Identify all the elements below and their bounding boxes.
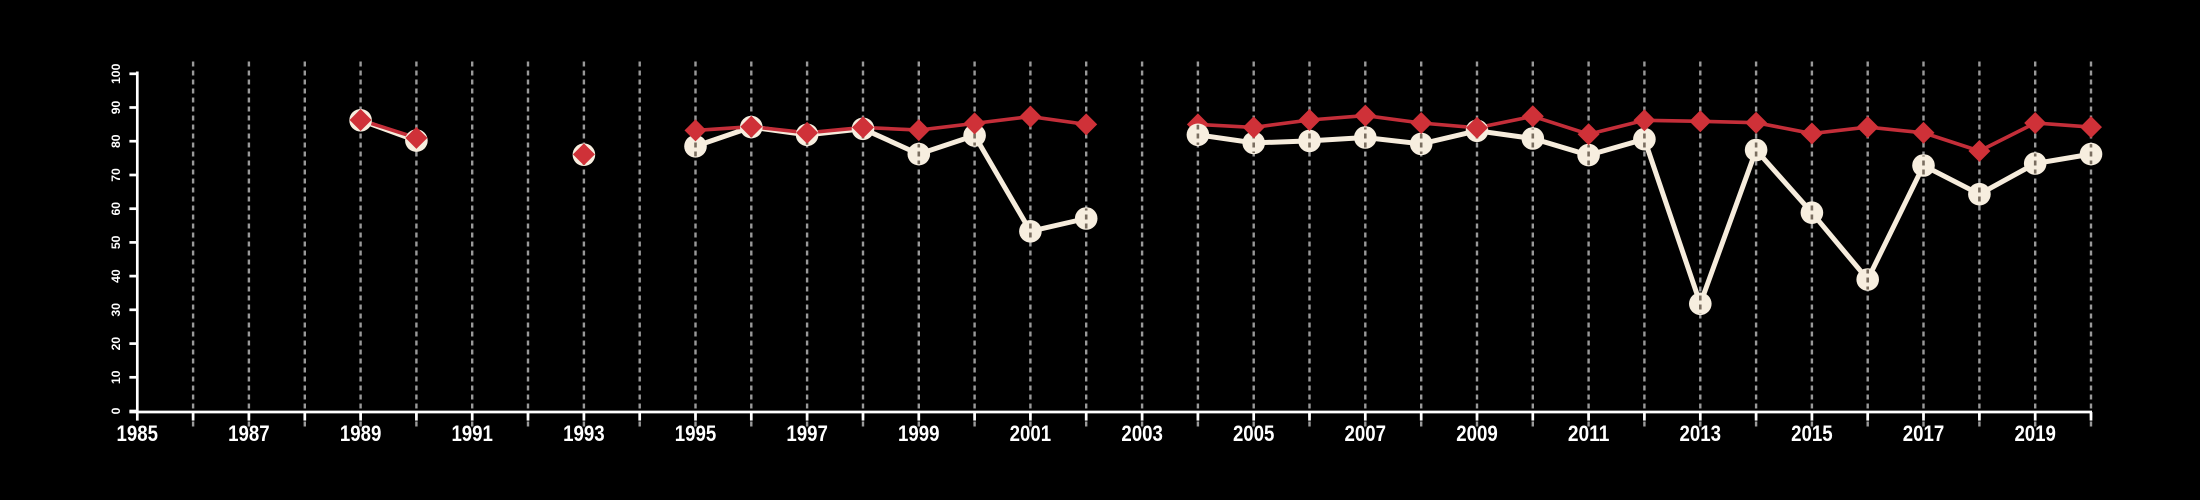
svg-text:1995: 1995 — [675, 421, 717, 446]
svg-text:80: 80 — [109, 134, 123, 148]
svg-text:10: 10 — [109, 370, 123, 384]
svg-text:2013: 2013 — [1680, 421, 1722, 446]
svg-text:1999: 1999 — [898, 421, 940, 446]
svg-text:1991: 1991 — [451, 421, 493, 446]
svg-text:70: 70 — [109, 168, 123, 182]
svg-text:100: 100 — [109, 63, 123, 84]
svg-text:1989: 1989 — [340, 421, 382, 446]
svg-text:20: 20 — [109, 337, 123, 351]
svg-text:50: 50 — [109, 235, 123, 249]
svg-text:2003: 2003 — [1121, 421, 1163, 446]
svg-text:90: 90 — [109, 101, 123, 115]
svg-text:2011: 2011 — [1568, 421, 1610, 446]
svg-text:40: 40 — [109, 269, 123, 283]
svg-text:2009: 2009 — [1456, 421, 1498, 446]
svg-text:1997: 1997 — [786, 421, 828, 446]
svg-text:1985: 1985 — [117, 421, 159, 446]
svg-text:2001: 2001 — [1010, 421, 1052, 446]
svg-text:2005: 2005 — [1233, 421, 1275, 446]
svg-text:2007: 2007 — [1345, 421, 1387, 446]
svg-text:0: 0 — [109, 407, 123, 414]
svg-text:1987: 1987 — [228, 421, 270, 446]
svg-text:1993: 1993 — [563, 421, 605, 446]
svg-text:60: 60 — [109, 202, 123, 216]
svg-text:2017: 2017 — [1903, 421, 1945, 446]
svg-text:2019: 2019 — [2014, 421, 2056, 446]
svg-text:30: 30 — [109, 303, 123, 317]
svg-text:2015: 2015 — [1791, 421, 1833, 446]
